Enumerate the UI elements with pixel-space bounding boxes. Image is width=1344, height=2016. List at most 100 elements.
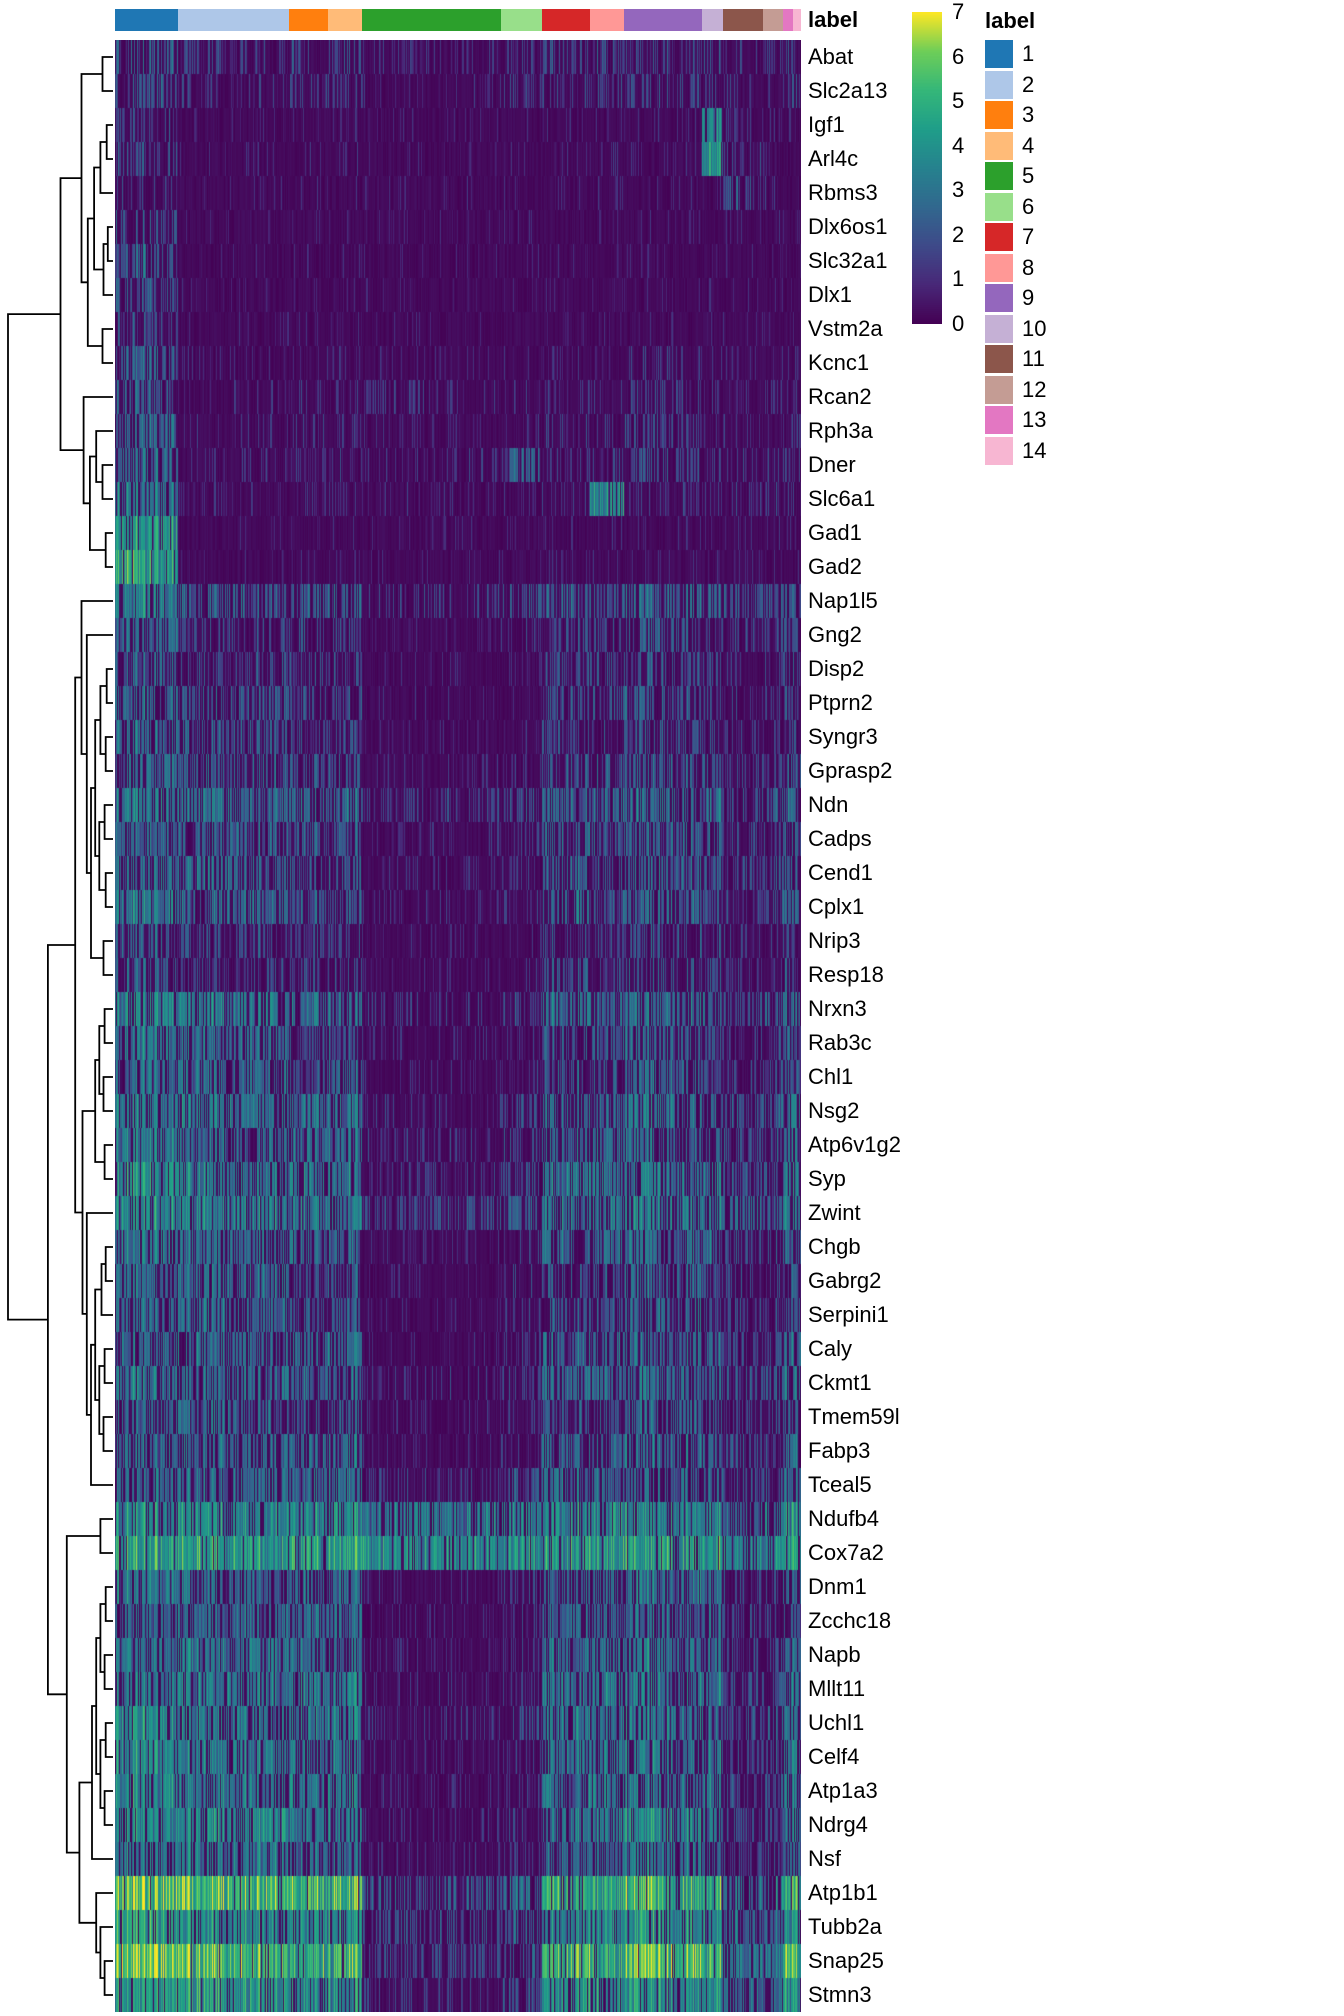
gene-label: Snap25 bbox=[808, 1948, 884, 1973]
legend-swatch bbox=[985, 375, 1013, 404]
colorbar-tick-label: 3 bbox=[952, 177, 965, 203]
gene-label: Atp1b1 bbox=[808, 1880, 878, 1905]
legend-entry: 12 bbox=[985, 375, 1125, 404]
annotation-bar-title: label bbox=[808, 7, 859, 32]
legend-swatch bbox=[985, 101, 1013, 129]
gene-label: Gng2 bbox=[808, 622, 862, 647]
gene-label: Dner bbox=[808, 452, 856, 477]
annotation-segment-6 bbox=[500, 9, 543, 31]
legend-swatch bbox=[985, 253, 1013, 282]
colorbar-gradient bbox=[912, 12, 942, 324]
colorbar-tick-label: 1 bbox=[952, 266, 965, 292]
gene-label: Rph3a bbox=[808, 418, 873, 443]
annotation-segment-5 bbox=[362, 9, 501, 31]
gene-label: Napb bbox=[808, 1642, 861, 1667]
legend-swatch bbox=[985, 223, 1013, 251]
gene-label: Tubb2a bbox=[808, 1914, 882, 1939]
gene-label: Disp2 bbox=[808, 656, 865, 681]
gene-label: Rab3c bbox=[808, 1030, 872, 1055]
legend-entry: 2 bbox=[985, 70, 1125, 99]
legend-swatch bbox=[985, 406, 1013, 434]
legend-title: label bbox=[985, 8, 1036, 33]
gene-label: Dlx6os1 bbox=[808, 214, 888, 239]
gene-label: Nsg2 bbox=[808, 1098, 860, 1123]
gene-label: Ndufb4 bbox=[808, 1506, 879, 1531]
heatmap-canvas bbox=[115, 40, 801, 2012]
gene-label: Dnm1 bbox=[808, 1574, 867, 1599]
dendrogram-lines bbox=[7, 56, 113, 1996]
legend-swatch bbox=[985, 436, 1013, 465]
gene-label: Tmem59l bbox=[808, 1404, 900, 1429]
annotation-segment-10 bbox=[701, 9, 724, 31]
gene-label: Syngr3 bbox=[808, 724, 878, 749]
legend-entry-label: 13 bbox=[1022, 407, 1047, 432]
colorbar-tick-label: 0 bbox=[952, 311, 965, 336]
legend-swatch bbox=[985, 40, 1013, 68]
legend-entry-label: 2 bbox=[1022, 71, 1035, 97]
legend-swatch bbox=[985, 131, 1013, 160]
legend-swatch bbox=[985, 345, 1013, 373]
gene-label: Chl1 bbox=[808, 1064, 854, 1089]
legend-entry: 8 bbox=[985, 253, 1125, 282]
gene-label: Slc2a13 bbox=[808, 78, 888, 103]
gene-label: Stmn3 bbox=[808, 1982, 872, 2007]
annotation-segment-14 bbox=[792, 9, 801, 31]
gene-label: Resp18 bbox=[808, 962, 884, 987]
annotation-segment-12 bbox=[762, 9, 783, 31]
legend-entry-label: 14 bbox=[1022, 437, 1047, 463]
colorbar-tick-label: 7 bbox=[952, 0, 965, 24]
gene-label: Celf4 bbox=[808, 1744, 860, 1769]
gene-label: Ndrg4 bbox=[808, 1812, 868, 1837]
legend-swatch bbox=[985, 314, 1013, 343]
annotation-segment-7 bbox=[542, 9, 591, 31]
colorbar: 7 6 5 4 3 2 1 0 bbox=[912, 1, 1022, 352]
legend-entry-label: 11 bbox=[1022, 346, 1045, 371]
legend-swatch bbox=[985, 162, 1013, 190]
legend-swatch bbox=[985, 70, 1013, 99]
gene-labels: Abat Slc2a13 Igf1 Arl4c Rbms3 Dlx6os1 Slc32a1 D… bbox=[808, 40, 1038, 2012]
gene-label: Uchl1 bbox=[808, 1710, 865, 1735]
gene-label: Mllt11 bbox=[808, 1676, 866, 1701]
label-legend: label 1 2 3 4 5 6 7 8 9 10 11 12 13 14 bbox=[985, 8, 1125, 465]
gene-label: Cend1 bbox=[808, 860, 873, 885]
gene-label: Abat bbox=[808, 44, 854, 69]
column-annotation-bar bbox=[115, 9, 801, 31]
legend-entry-label: 1 bbox=[1022, 41, 1035, 66]
gene-label: Vstm2a bbox=[808, 316, 883, 341]
gene-label: Nap1l5 bbox=[808, 588, 878, 613]
colorbar-tick-label: 6 bbox=[952, 43, 965, 69]
gene-label: Ptprn2 bbox=[808, 690, 873, 715]
gene-label: Kcnc1 bbox=[808, 350, 870, 375]
legend-entry: 4 bbox=[985, 131, 1125, 160]
gene-label: Fabp3 bbox=[808, 1438, 871, 1463]
gene-label: Zwint bbox=[808, 1200, 861, 1225]
legend-swatch bbox=[985, 284, 1013, 312]
gene-label: Chgb bbox=[808, 1234, 861, 1259]
gene-label: Cplx1 bbox=[808, 894, 865, 919]
legend-entry-label: 4 bbox=[1022, 132, 1035, 158]
gene-label: Slc32a1 bbox=[808, 248, 888, 273]
colorbar-tick-label: 5 bbox=[952, 88, 965, 114]
annotation-segment-4 bbox=[328, 9, 363, 31]
annotation-segment-11 bbox=[723, 9, 763, 31]
row-dendrogram bbox=[7, 56, 113, 1996]
legend-entry-label: 8 bbox=[1022, 254, 1035, 280]
gene-label: Syp bbox=[808, 1166, 846, 1191]
colorbar-tick-label: 4 bbox=[952, 132, 965, 158]
legend-entry: 6 bbox=[985, 192, 1125, 221]
gene-label: Slc6a1 bbox=[808, 486, 876, 511]
legend-entry: 10 bbox=[985, 314, 1125, 343]
gene-label: Rbms3 bbox=[808, 180, 878, 205]
annotation-segment-13 bbox=[782, 9, 793, 31]
gene-label: Nrxn3 bbox=[808, 996, 867, 1021]
legend-entry: 3 bbox=[985, 101, 1125, 129]
legend-entry: 11 bbox=[985, 345, 1125, 373]
legend-entry: 9 bbox=[985, 284, 1125, 312]
legend-entry-label: 7 bbox=[1022, 224, 1035, 249]
gene-label: Gprasp2 bbox=[808, 758, 893, 783]
legend-entry: 7 bbox=[985, 223, 1125, 251]
gene-label: Arl4c bbox=[808, 146, 859, 171]
legend-entry-label: 9 bbox=[1022, 285, 1035, 310]
gene-label: Igf1 bbox=[808, 112, 845, 137]
